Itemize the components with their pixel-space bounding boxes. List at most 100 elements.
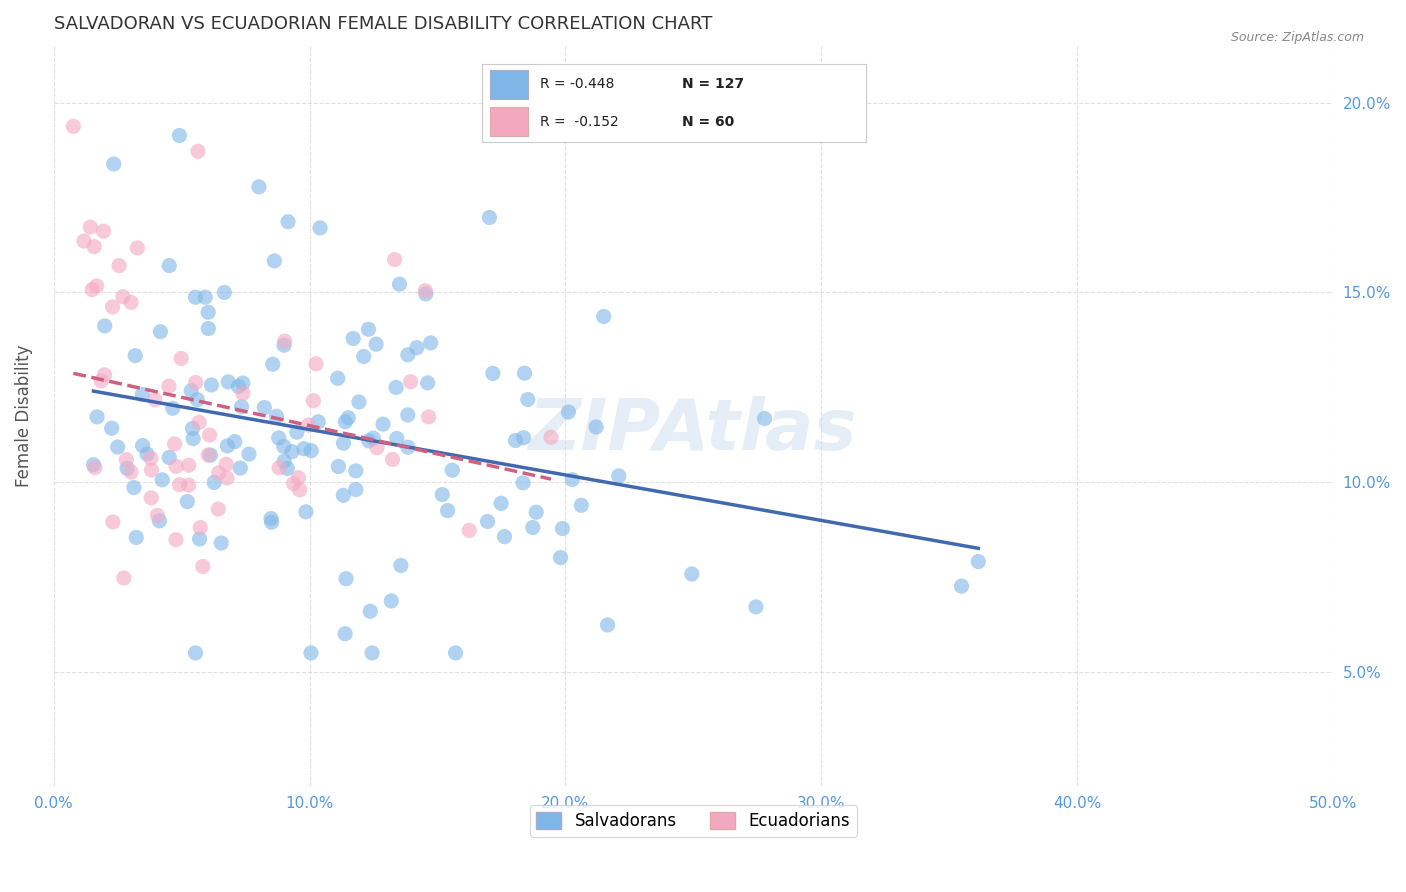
Point — [276, 461, 298, 475]
Point — [489, 496, 512, 510]
Point — [231, 400, 253, 414]
Point — [215, 471, 238, 485]
Point — [83, 460, 105, 475]
Point — [332, 488, 354, 502]
Point — [209, 536, 232, 550]
Point — [385, 380, 408, 394]
Point — [115, 461, 138, 475]
Point — [273, 439, 295, 453]
Point — [191, 559, 214, 574]
Point — [148, 514, 170, 528]
Point — [146, 508, 169, 523]
Point — [335, 415, 357, 429]
Point — [120, 295, 142, 310]
Point — [274, 334, 297, 349]
Point — [277, 215, 299, 229]
Point — [111, 290, 134, 304]
Point — [165, 533, 187, 547]
Point — [93, 368, 115, 382]
Point — [273, 338, 295, 352]
Point — [309, 220, 332, 235]
Point — [169, 128, 191, 143]
Point — [232, 376, 254, 390]
Point — [458, 524, 481, 538]
Point — [127, 241, 149, 255]
Point — [681, 567, 703, 582]
Point — [297, 418, 319, 433]
Point — [163, 437, 186, 451]
Point — [141, 463, 163, 477]
Point — [512, 431, 534, 445]
Point — [198, 428, 221, 442]
Point — [131, 387, 153, 401]
Point — [208, 466, 231, 480]
Point — [181, 421, 204, 435]
Point — [540, 430, 562, 444]
Point — [186, 392, 208, 407]
Point — [79, 220, 101, 235]
Point — [332, 436, 354, 450]
Point — [194, 290, 217, 304]
Point — [232, 386, 254, 401]
Point — [482, 367, 505, 381]
Point — [342, 331, 364, 345]
Point — [177, 458, 200, 473]
Point — [197, 448, 219, 462]
Point — [136, 447, 159, 461]
Point — [415, 286, 437, 301]
Point — [238, 447, 260, 461]
Point — [200, 378, 222, 392]
Point — [353, 350, 375, 364]
Point — [215, 457, 238, 471]
Point — [366, 441, 388, 455]
Point — [157, 379, 180, 393]
Point — [103, 157, 125, 171]
Point — [184, 646, 207, 660]
Point — [419, 335, 441, 350]
Point — [305, 357, 328, 371]
Point — [100, 421, 122, 435]
Point — [207, 502, 229, 516]
Point — [281, 444, 304, 458]
Point — [176, 494, 198, 508]
Point — [214, 285, 236, 300]
Point — [107, 440, 129, 454]
Point — [512, 475, 534, 490]
Point — [569, 498, 592, 512]
Point — [357, 434, 380, 448]
Point — [157, 259, 180, 273]
Point — [524, 505, 547, 519]
Point — [357, 322, 380, 336]
Point — [478, 211, 501, 225]
Point — [292, 442, 315, 456]
Point — [131, 439, 153, 453]
Point — [299, 646, 322, 660]
Point — [361, 431, 384, 445]
Point — [181, 432, 204, 446]
Point — [62, 120, 84, 134]
Point — [333, 626, 356, 640]
Point — [337, 410, 360, 425]
Point — [82, 283, 104, 297]
Point — [267, 431, 290, 445]
Point — [328, 459, 350, 474]
Point — [217, 375, 239, 389]
Point — [385, 431, 408, 445]
Point — [180, 384, 202, 398]
Point — [745, 599, 768, 614]
Point — [228, 379, 250, 393]
Point — [381, 452, 404, 467]
Point — [120, 465, 142, 479]
Point — [266, 409, 288, 424]
Point — [90, 374, 112, 388]
Point — [253, 401, 276, 415]
Point — [187, 145, 209, 159]
Point — [967, 555, 990, 569]
Point — [299, 443, 322, 458]
Point — [441, 463, 464, 477]
Point — [224, 434, 246, 449]
Point — [513, 366, 536, 380]
Point — [551, 522, 574, 536]
Point — [287, 471, 309, 485]
Point — [184, 290, 207, 304]
